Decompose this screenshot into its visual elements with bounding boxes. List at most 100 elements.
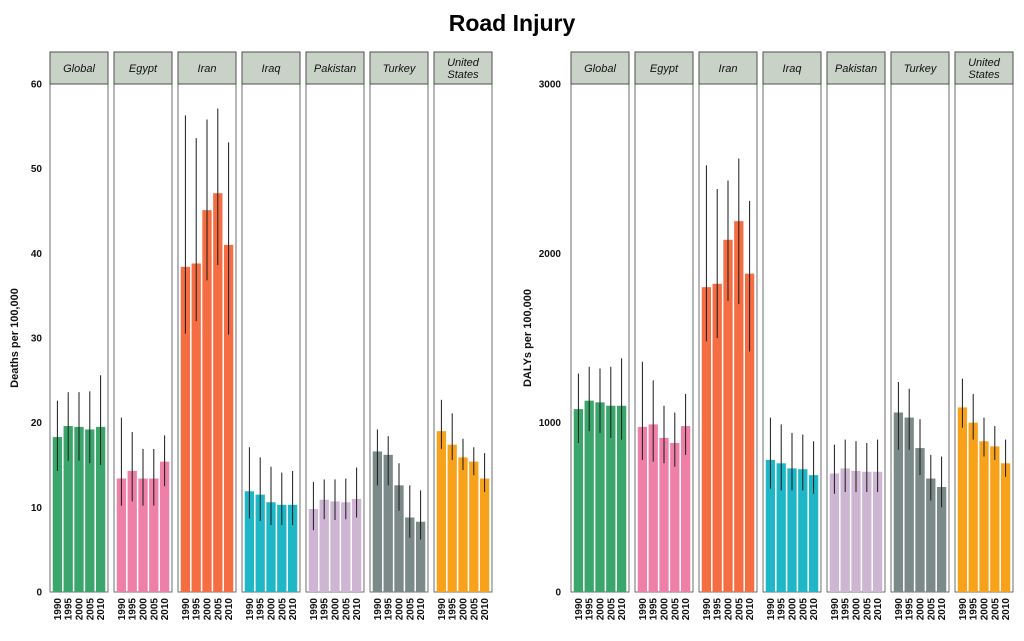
bar bbox=[127, 470, 137, 592]
facet-label: United States bbox=[447, 57, 480, 81]
bar bbox=[798, 469, 808, 592]
x-tick-label: 1995 bbox=[905, 598, 916, 621]
x-tick-label: 2000 bbox=[660, 598, 671, 621]
x-tick-label: 1990 bbox=[958, 598, 969, 621]
x-tick-label: 2010 bbox=[352, 598, 363, 621]
bar bbox=[862, 471, 872, 592]
bar bbox=[330, 501, 340, 592]
bar bbox=[744, 273, 755, 592]
x-tick-label: 1990 bbox=[574, 598, 585, 621]
bar bbox=[829, 473, 840, 592]
x-tick-label: 2000 bbox=[724, 598, 735, 621]
facet-label: Iraq bbox=[262, 63, 282, 75]
chart-title: Road Injury bbox=[448, 10, 576, 36]
x-tick-label: 2010 bbox=[873, 598, 884, 621]
x-tick-label: 1990 bbox=[437, 598, 448, 621]
facet-strip-iran bbox=[698, 51, 758, 85]
y-tick-label: 40 bbox=[31, 249, 43, 260]
facet-strip-pakistan bbox=[826, 51, 886, 85]
x-tick-label: 1995 bbox=[64, 598, 75, 621]
bar bbox=[469, 461, 479, 592]
bar bbox=[968, 422, 978, 592]
x-tick-label: 1995 bbox=[585, 598, 596, 621]
bar bbox=[180, 266, 191, 592]
bar bbox=[893, 412, 904, 592]
y-tick-label: 50 bbox=[31, 164, 43, 175]
bar bbox=[213, 193, 223, 592]
x-tick-label: 2005 bbox=[405, 598, 416, 621]
x-tick-label: 2010 bbox=[1001, 598, 1012, 621]
bar bbox=[159, 461, 170, 592]
x-tick-label: 2005 bbox=[149, 598, 160, 621]
facet-strip-iraq bbox=[762, 51, 822, 85]
x-tick-label: 2000 bbox=[980, 598, 991, 621]
x-tick-label: 2000 bbox=[916, 598, 927, 621]
bar bbox=[255, 494, 265, 592]
bar bbox=[351, 498, 362, 592]
facet-label: Global bbox=[63, 63, 95, 75]
x-tick-label: 1995 bbox=[969, 598, 980, 621]
bar bbox=[116, 478, 127, 592]
bar bbox=[95, 426, 106, 592]
x-tick-label: 1990 bbox=[702, 598, 713, 621]
facet-strip-turkey bbox=[890, 51, 950, 85]
x-tick-label: 2005 bbox=[213, 598, 224, 621]
x-tick-label: 1995 bbox=[841, 598, 852, 621]
bar bbox=[85, 429, 95, 592]
x-tick-label: 2005 bbox=[990, 598, 1001, 621]
x-tick-label: 2000 bbox=[459, 598, 470, 621]
bar bbox=[712, 283, 722, 592]
x-tick-label: 1990 bbox=[245, 598, 256, 621]
bar bbox=[1000, 463, 1011, 592]
facet-label: Egypt bbox=[129, 63, 158, 75]
x-tick-label: 2000 bbox=[139, 598, 150, 621]
bar bbox=[63, 426, 73, 592]
bar bbox=[405, 517, 415, 592]
x-tick-label: 2005 bbox=[606, 598, 617, 621]
bar bbox=[979, 441, 989, 592]
bar bbox=[308, 509, 319, 592]
x-tick-label: 2010 bbox=[617, 598, 628, 621]
y-tick-label: 0 bbox=[555, 588, 561, 599]
bar bbox=[990, 446, 1000, 592]
bar bbox=[244, 491, 255, 592]
bar bbox=[915, 448, 925, 592]
x-tick-label: 2000 bbox=[331, 598, 342, 621]
bar bbox=[191, 263, 201, 592]
y-tick-label: 1000 bbox=[539, 418, 562, 429]
facet-label: United States bbox=[968, 57, 1001, 81]
x-tick-label: 2005 bbox=[341, 598, 352, 621]
x-tick-label: 1995 bbox=[192, 598, 203, 621]
x-tick-label: 1995 bbox=[384, 598, 395, 621]
facet-label: Global bbox=[584, 63, 616, 75]
bar bbox=[584, 400, 594, 592]
bar bbox=[202, 210, 212, 593]
bar bbox=[573, 409, 584, 592]
facet-label: Egypt bbox=[650, 63, 679, 75]
y-tick-label: 20 bbox=[31, 418, 43, 429]
x-tick-label: 1990 bbox=[638, 598, 649, 621]
y-tick-label: 2000 bbox=[539, 249, 562, 260]
bar bbox=[415, 521, 426, 592]
x-tick-label: 1995 bbox=[713, 598, 724, 621]
y-tick-label: 30 bbox=[31, 334, 43, 345]
facet-strip-iraq bbox=[241, 51, 301, 85]
bar bbox=[851, 470, 861, 592]
x-tick-label: 1995 bbox=[649, 598, 660, 621]
bar bbox=[680, 426, 691, 592]
bar bbox=[458, 457, 468, 592]
bar bbox=[149, 478, 159, 592]
bar bbox=[52, 437, 63, 592]
x-tick-label: 2010 bbox=[937, 598, 948, 621]
bar bbox=[734, 221, 744, 592]
bar bbox=[436, 431, 447, 592]
x-tick-label: 2010 bbox=[160, 598, 171, 621]
facet-strip-turkey bbox=[369, 51, 429, 85]
x-tick-label: 2010 bbox=[480, 598, 491, 621]
x-tick-label: 2000 bbox=[267, 598, 278, 621]
bar bbox=[787, 468, 797, 592]
x-tick-label: 1990 bbox=[373, 598, 384, 621]
x-tick-label: 2010 bbox=[288, 598, 299, 621]
facet-strip-global bbox=[49, 51, 109, 85]
